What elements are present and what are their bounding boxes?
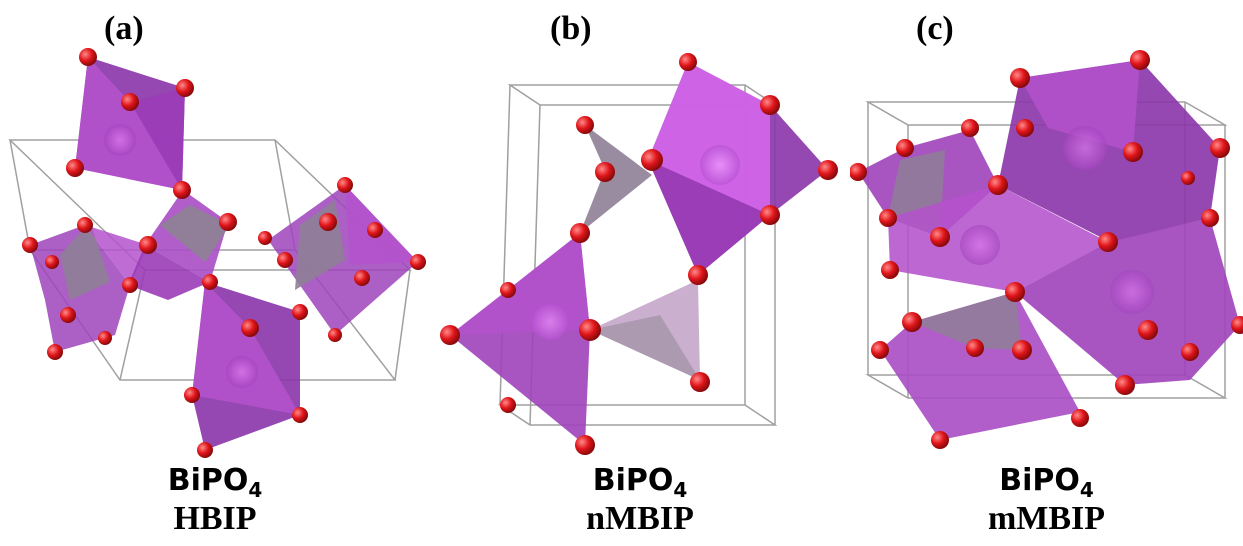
panel-a-phase-label: HBIP [173,500,257,537]
p-tetrahedron-lower [590,280,700,380]
oxygen-atoms [22,48,426,458]
panel-b-formula: BiPO4 [592,463,688,502]
bi-polyhedron-lower [450,233,590,445]
hbip-structure-diagram [8,48,426,458]
panel-b-letter: (b) [550,10,592,47]
panel-a-formula: BiPO4 [167,463,263,502]
panel-b: (b) [430,0,850,546]
oxygen-atoms [440,53,838,455]
bi-polyhedron-center [128,190,230,300]
panel-c-letter: (c) [916,10,954,47]
nmbip-structure-diagram [440,53,838,455]
mmbip-structure-diagram [850,50,1243,449]
oxygen-atoms [850,50,1243,449]
bi-polyhedron-bottom [880,292,1080,440]
bi-polyhedron-bottom [192,282,300,450]
panel-b-phase-label: nMBIP [586,500,694,537]
panel-a-letter: (a) [104,10,144,47]
bi-polyhedron-top-right [998,60,1220,242]
panel-c: (c) [850,0,1243,546]
panel-c-phase-label: mMBIP [987,500,1106,537]
bi-polyhedron-upper [648,62,828,275]
panel-a: (a) [0,0,430,546]
bi-polyhedron-top [75,57,185,190]
panel-c-formula: BiPO4 [999,463,1094,502]
p-tetrahedron-upper [580,125,652,233]
bi-polyhedron-center [888,185,1108,292]
bi-polyhedron-right [1015,218,1240,385]
